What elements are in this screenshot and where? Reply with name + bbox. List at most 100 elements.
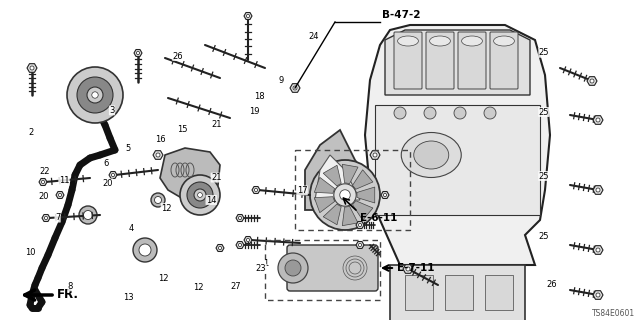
Circle shape [218,246,221,250]
Text: 20: 20 [38,192,49,201]
Text: 25: 25 [539,172,549,180]
Text: 13: 13 [123,293,133,302]
Circle shape [154,196,161,204]
Text: 26: 26 [173,52,183,60]
Polygon shape [385,30,530,95]
Ellipse shape [413,141,449,169]
Polygon shape [27,64,37,72]
Ellipse shape [401,132,461,178]
Polygon shape [160,148,220,200]
Polygon shape [39,179,47,186]
Polygon shape [403,265,413,273]
Text: 9: 9 [279,76,284,84]
Text: 20: 20 [102,179,113,188]
Polygon shape [365,25,550,265]
Polygon shape [42,214,50,221]
Ellipse shape [429,36,451,46]
Text: 5: 5 [125,144,131,153]
Text: 23: 23 [256,264,266,273]
Circle shape [42,180,45,184]
Text: 25: 25 [539,48,549,57]
Circle shape [358,223,362,227]
Circle shape [239,216,242,220]
FancyBboxPatch shape [390,265,525,320]
Ellipse shape [461,36,483,46]
Circle shape [596,118,600,122]
Text: 11: 11 [59,176,69,185]
Text: 14: 14 [206,196,216,204]
Circle shape [406,267,410,271]
Circle shape [30,66,34,70]
FancyBboxPatch shape [287,245,378,291]
Circle shape [87,87,103,103]
Circle shape [44,216,47,220]
Text: 27: 27 [230,282,241,291]
Text: 15: 15 [177,125,188,134]
Circle shape [187,182,213,208]
FancyBboxPatch shape [426,32,454,89]
Polygon shape [134,50,142,56]
Circle shape [79,206,97,224]
Circle shape [198,193,202,197]
Circle shape [136,52,140,55]
Circle shape [358,244,362,247]
Text: 12: 12 [161,204,172,212]
Polygon shape [593,116,603,124]
Text: 8: 8 [68,282,73,291]
Polygon shape [244,236,252,244]
Text: 1: 1 [263,260,268,268]
Polygon shape [323,165,341,186]
Polygon shape [356,221,364,228]
FancyBboxPatch shape [485,275,513,310]
Polygon shape [109,172,117,179]
Polygon shape [305,130,370,210]
Text: B-47-2: B-47-2 [382,10,420,20]
Ellipse shape [493,36,515,46]
Circle shape [194,189,206,201]
Circle shape [77,77,113,113]
Polygon shape [370,151,380,159]
Polygon shape [290,84,300,92]
Ellipse shape [397,36,419,46]
Circle shape [67,67,123,123]
Text: 25: 25 [539,232,549,241]
Text: 24: 24 [308,32,319,41]
Circle shape [239,244,242,247]
Polygon shape [357,187,375,203]
Circle shape [285,260,301,276]
Text: 16: 16 [155,135,165,144]
Polygon shape [236,214,244,221]
Polygon shape [342,206,358,226]
Circle shape [596,188,600,192]
Text: 21: 21 [211,173,221,182]
Polygon shape [315,155,360,200]
Text: E-7-11: E-7-11 [397,263,435,273]
Polygon shape [593,246,603,254]
Polygon shape [587,77,597,85]
FancyBboxPatch shape [405,275,433,310]
Text: 10: 10 [26,248,36,257]
Circle shape [58,193,61,196]
Circle shape [394,107,406,119]
Polygon shape [593,291,603,299]
Circle shape [156,153,160,157]
FancyBboxPatch shape [490,32,518,89]
Circle shape [139,244,151,256]
Circle shape [83,211,93,220]
Circle shape [180,175,220,215]
Polygon shape [323,204,341,225]
Text: 12: 12 [193,284,204,292]
Polygon shape [314,177,335,193]
Text: 21: 21 [211,120,221,129]
FancyBboxPatch shape [458,32,486,89]
Circle shape [151,193,165,207]
Circle shape [383,193,387,196]
Polygon shape [216,244,224,252]
Circle shape [590,79,594,83]
Circle shape [278,253,308,283]
Text: TS84E0601: TS84E0601 [592,309,635,318]
Circle shape [133,238,157,262]
Text: 12: 12 [158,274,168,283]
Text: 3: 3 [109,106,115,115]
FancyBboxPatch shape [394,32,422,89]
